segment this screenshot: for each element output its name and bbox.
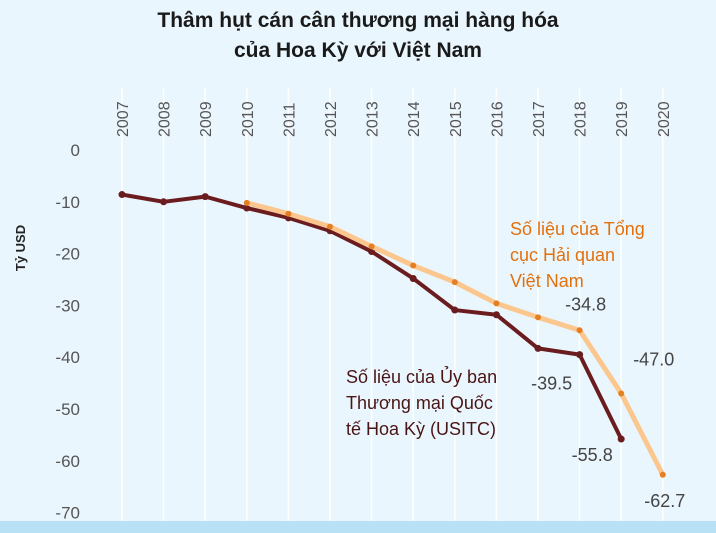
usitc-point-2019	[617, 435, 625, 443]
gso-point-2017	[535, 314, 541, 321]
data-labels: -34.8 -47.0 -62.7 -39.5 -55.8	[531, 294, 685, 511]
data-label-neg34.8: -34.8	[565, 294, 606, 314]
usitc-point-2015	[451, 306, 459, 314]
series-gso	[243, 199, 666, 478]
gso-annotation-line-1: Số liệu của Tổng	[510, 219, 645, 239]
x-tick-label-2015: 2015	[448, 101, 465, 137]
y-tick-label-neg40: -40	[55, 348, 80, 367]
data-label-neg62.7: -62.7	[644, 491, 685, 511]
x-tick-label-2014: 2014	[406, 101, 423, 137]
x-tick-label-2016: 2016	[489, 101, 506, 137]
gso-annotation-line-2: cục Hải quan	[510, 245, 615, 265]
gso-point-2019	[618, 390, 625, 397]
y-tick-label-neg50: -50	[55, 400, 80, 419]
x-tick-label-2008: 2008	[157, 101, 174, 137]
series-annotations: Số liệu của Tổng cục Hải quan Việt Nam Số l…	[346, 219, 645, 439]
gso-point-2010	[243, 199, 250, 206]
gso-annotation-line-3: Việt Nam	[510, 271, 584, 291]
gso-point-2016	[493, 300, 500, 307]
usitc-point-2018	[576, 351, 584, 359]
data-label-neg39.5: -39.5	[531, 374, 572, 394]
x-tick-label-2011: 2011	[281, 102, 298, 137]
y-tick-label-neg30: -30	[55, 296, 80, 315]
y-tick-label-neg10: -10	[55, 193, 80, 212]
x-tick-label-2017: 2017	[531, 101, 548, 137]
gso-point-2012	[327, 223, 333, 230]
usitc-point-2014	[409, 274, 417, 282]
usitc-point-2010	[243, 204, 251, 212]
usitc-annotation-line-1: Số liệu của Ủy ban	[346, 366, 497, 387]
data-label-neg47.0: -47.0	[633, 349, 674, 369]
x-tick-label-2019: 2019	[614, 101, 631, 137]
series-usitc	[118, 191, 625, 443]
bottom-band	[0, 521, 716, 533]
gso-point-2011	[285, 210, 292, 217]
usitc-point-2017	[534, 344, 542, 352]
x-axis-ticks: 2007 2008 2009 2010 2011 2012 2013 2014 2015 2016…	[115, 101, 673, 137]
x-tick-label-2018: 2018	[573, 101, 590, 137]
x-tick-label-2013: 2013	[365, 101, 382, 137]
y-tick-label-neg70: -70	[55, 504, 80, 523]
series-lines	[118, 191, 666, 478]
x-tick-label-2012: 2012	[323, 101, 340, 137]
usitc-point-2007	[118, 191, 126, 199]
gso-point-2018	[576, 327, 583, 334]
usitc-annotation-line-3: tế Hoa Kỳ (USITC)	[346, 419, 496, 439]
y-tick-label-0: 0	[71, 141, 80, 160]
usitc-point-2009	[201, 193, 209, 201]
x-tick-label-2009: 2009	[198, 101, 215, 137]
chart-title-line-1: Thâm hụt cán cân thương mại hàng hóa	[157, 9, 559, 32]
gso-point-2020	[659, 471, 666, 478]
x-tick-label-2007: 2007	[115, 101, 132, 137]
chart-title-line-2: của Hoa Kỳ với Việt Nam	[234, 39, 482, 62]
y-tick-label-neg60: -60	[55, 452, 80, 471]
usitc-point-2016	[492, 311, 500, 319]
y-axis-label: Tỷ USD	[13, 225, 28, 271]
y-tick-label-neg20: -20	[55, 245, 80, 264]
usitc-point-2008	[160, 198, 168, 206]
gso-point-2015	[451, 279, 458, 286]
usitc-annotation-line-2: Thương mại Quốc	[346, 393, 493, 413]
x-tick-label-2020: 2020	[656, 101, 673, 137]
x-tick-label-2010: 2010	[240, 101, 257, 137]
y-axis-ticks: 0 -10 -20 -30 -40 -50 -60 -70	[55, 141, 80, 523]
gso-point-2013	[368, 243, 375, 250]
gso-point-2014	[410, 262, 417, 269]
chart-title: Thâm hụt cán cân thương mại hàng hóa của…	[0, 6, 716, 66]
data-label-neg55.8: -55.8	[572, 445, 613, 465]
